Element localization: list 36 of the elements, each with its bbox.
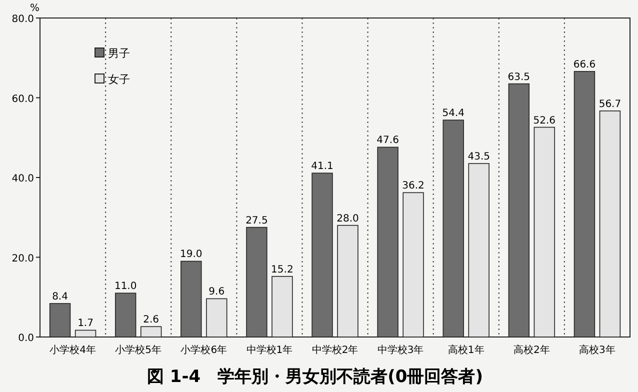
y-tick-label: 60.0 (12, 94, 34, 105)
x-tick-label: 高校1年 (448, 344, 484, 356)
data-label: 56.7 (598, 98, 622, 110)
data-label: 54.4 (442, 108, 464, 120)
data-label: 63.5 (508, 72, 530, 83)
data-label: 43.5 (468, 152, 490, 163)
data-label: 41.1 (311, 161, 334, 172)
y-tick-label: 40.0 (12, 174, 34, 184)
x-tick-label: 高校2年 (513, 344, 550, 356)
data-label: 15.2 (271, 264, 294, 276)
data-label: 28.0 (336, 213, 359, 224)
data-label: 36.2 (402, 180, 424, 192)
y-tick-label: 20.0 (12, 253, 34, 264)
data-label: 1.7 (78, 318, 94, 330)
y-tick-label: 0.0 (18, 333, 34, 344)
data-label: 47.6 (376, 135, 399, 146)
x-tick-label: 小学校6年 (180, 344, 228, 356)
y-axis-title: % (30, 3, 40, 14)
data-label: 66.6 (573, 59, 596, 70)
text: 図 1-4 学年別・男女別不読者(0冊回答者) (147, 367, 483, 387)
data-label: 52.6 (533, 115, 556, 126)
data-label: 9.6 (208, 286, 225, 298)
x-tick-label: 中学校2年 (312, 344, 358, 356)
y-tick-label: 80.0 (12, 14, 34, 25)
x-tick-label: 中学校3年 (377, 344, 424, 356)
x-tick-label: 高校3年 (579, 344, 616, 356)
data-label: 19.0 (180, 249, 202, 260)
data-label: 8.4 (52, 292, 68, 303)
x-tick-label: 中学校1年 (246, 344, 293, 356)
data-label: 11.0 (114, 281, 137, 292)
legend-label: 女子 (108, 73, 130, 86)
data-label: 2.6 (143, 314, 160, 326)
legend-label: 男子 (108, 47, 130, 60)
data-label: 27.5 (246, 215, 268, 226)
x-tick-label: 小学校4年 (50, 344, 96, 356)
x-tick-label: 小学校5年 (115, 344, 162, 356)
